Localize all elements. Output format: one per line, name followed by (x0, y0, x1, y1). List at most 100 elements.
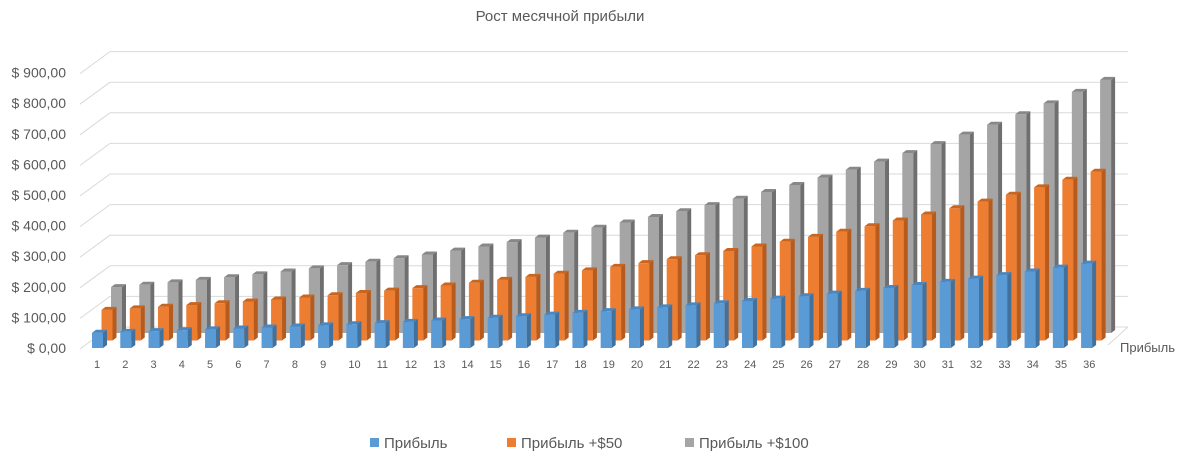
bar-top (883, 285, 899, 289)
bar-top (921, 211, 937, 215)
x-tick-label: 35 (1055, 359, 1067, 371)
gridline-side (79, 295, 111, 319)
bar-2-13 (440, 282, 456, 341)
bar-front (261, 327, 273, 348)
x-tick-label: 31 (942, 359, 954, 371)
bar-side (517, 239, 522, 333)
bar-top (233, 325, 249, 329)
bar-side (819, 233, 823, 341)
bar-side (1101, 168, 1106, 341)
legend: Прибыль Прибыль +$50 Прибыль +$100 (370, 435, 809, 452)
gridline-side (79, 234, 111, 258)
bar-top (280, 268, 296, 272)
bar-2-25 (779, 238, 795, 341)
bar-top (958, 131, 974, 135)
bar-front (355, 293, 367, 341)
bar-2-10 (355, 290, 371, 341)
bar-front (120, 331, 132, 348)
bar-front (600, 311, 612, 348)
bar-1-25 (770, 295, 786, 348)
bar-top (732, 195, 748, 199)
bar-2-6 (242, 298, 258, 341)
bar-1-11 (374, 320, 390, 348)
bar-top (1005, 191, 1021, 195)
bar-front (318, 325, 330, 348)
bar-side (150, 281, 155, 333)
bar-top (365, 258, 381, 262)
x-tick-label: 9 (320, 359, 326, 371)
bar-top (628, 306, 644, 310)
bar-side (1073, 176, 1078, 341)
bar-front (412, 288, 424, 341)
bar-side (348, 262, 353, 333)
x-tick-label: 16 (518, 359, 530, 371)
x-tick-label: 18 (574, 359, 586, 371)
bar-1-13 (431, 317, 447, 348)
bar-top (176, 327, 192, 331)
bar-2-30 (921, 211, 937, 341)
bar-front (826, 293, 838, 348)
bar-front (685, 305, 697, 348)
legend-label: Прибыль +$100 (699, 435, 809, 452)
bar-top (402, 318, 418, 322)
gridline-side (79, 142, 111, 166)
bar-side (658, 214, 663, 333)
bar-side (413, 318, 418, 348)
bar-top (195, 276, 211, 280)
bar-front (459, 319, 471, 348)
bar-top (855, 287, 871, 291)
bar-side (894, 285, 899, 348)
y-tick-label: $ 500,00 (12, 187, 67, 203)
x-tick-label: 7 (264, 359, 270, 371)
bar-side (630, 219, 635, 333)
bar-front (544, 314, 556, 348)
bar-top (977, 198, 993, 202)
bar-top (167, 279, 183, 283)
bar-top (487, 314, 503, 318)
bar-front (92, 332, 103, 348)
bar-side (602, 224, 607, 333)
gridline-side (79, 51, 111, 75)
bar-top (497, 276, 513, 280)
bar-1-5 (205, 326, 221, 348)
bar-2-35 (1062, 176, 1078, 341)
bar-top (1090, 168, 1106, 172)
bar-top (214, 300, 230, 304)
bar-top (384, 287, 400, 291)
bar-1-18 (572, 309, 588, 348)
bar-1-17 (544, 311, 560, 348)
bar-side (903, 217, 908, 341)
bar-front (299, 297, 311, 341)
bar-top (779, 238, 795, 242)
bar-top (544, 311, 560, 315)
bar-side (687, 208, 692, 333)
bar-front (996, 275, 1008, 348)
bar-2-29 (892, 217, 908, 341)
bar-2-12 (412, 285, 428, 341)
bar-side (470, 316, 475, 348)
bar-2-17 (553, 270, 569, 341)
bar-front (779, 241, 791, 341)
x-tick-label: 29 (885, 359, 897, 371)
bar-side (1111, 76, 1116, 333)
bar-side (1035, 268, 1040, 348)
bar-top (1024, 268, 1040, 272)
bar-side (1016, 191, 1021, 341)
bar-front (374, 323, 386, 348)
bar-top (148, 328, 164, 332)
bar-front (384, 290, 396, 341)
bar-side (169, 303, 174, 341)
bar-side (122, 284, 126, 333)
gridline-side (79, 173, 111, 197)
bar-top (421, 251, 437, 255)
bar-side (696, 302, 701, 348)
bar-side (489, 243, 494, 333)
x-tick-label: 34 (1027, 359, 1039, 371)
bar-1-10 (346, 321, 362, 348)
bar-top (996, 272, 1012, 276)
bar-2-2 (129, 305, 145, 341)
bar-top (619, 219, 635, 223)
bar-front (610, 266, 622, 341)
y-tick-label: $ 900,00 (12, 65, 67, 81)
bar-side (140, 305, 145, 341)
